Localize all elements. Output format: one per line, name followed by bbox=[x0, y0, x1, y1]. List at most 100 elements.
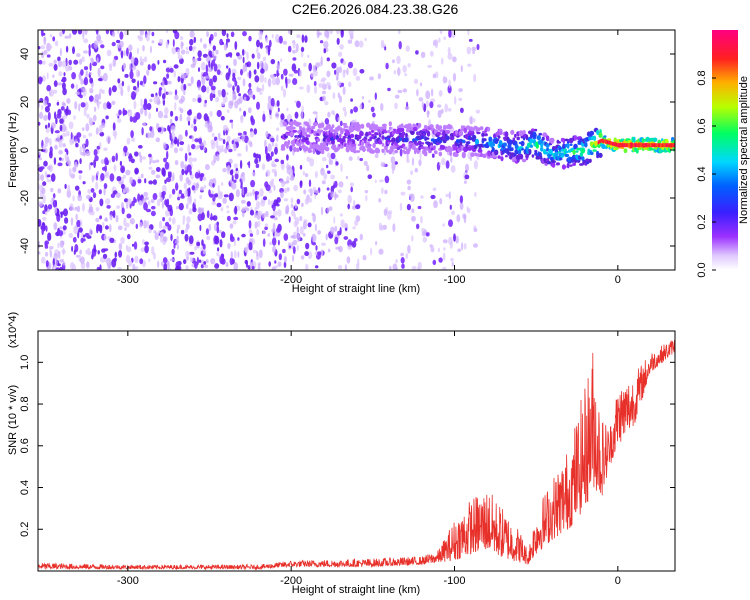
spectrogram-noise-cell bbox=[120, 165, 124, 170]
spectrogram-signal-cell bbox=[299, 125, 303, 130]
spectrogram-signal-cell bbox=[488, 136, 493, 142]
spectrogram-noise-cell bbox=[237, 76, 242, 81]
spectrogram-noise-cell bbox=[256, 250, 259, 257]
spectrogram-noise-cell bbox=[91, 175, 95, 183]
spectrogram-noise-cell bbox=[85, 138, 89, 148]
spectrogram-signal-cell bbox=[404, 137, 409, 143]
spectrogram-noise-cell bbox=[338, 51, 343, 57]
spectrogram-noise-cell bbox=[116, 43, 122, 49]
spectrogram-noise-cell bbox=[315, 112, 318, 121]
spectrogram-noise-cell bbox=[54, 130, 60, 134]
spectrogram-noise-cell bbox=[166, 198, 170, 206]
spectrogram-signal-cell bbox=[503, 142, 507, 147]
spectrogram-signal-cell bbox=[585, 161, 590, 165]
snr-y-multiplier: (x10^4) bbox=[7, 312, 19, 348]
spectrogram-noise-cell bbox=[258, 30, 263, 38]
spectrogram-noise-cell bbox=[212, 183, 215, 188]
spectrogram-noise-cell bbox=[93, 149, 98, 156]
spectrogram-noise-cell bbox=[386, 211, 392, 220]
spectrogram-noise-cell bbox=[210, 85, 216, 91]
spectrogram-noise-cell bbox=[420, 195, 424, 199]
spectrogram-noise-cell bbox=[270, 241, 273, 246]
spectrogram-noise-cell bbox=[156, 198, 161, 207]
spectrogram-noise-cell bbox=[122, 107, 126, 117]
spectrogram-noise-cell bbox=[162, 93, 166, 100]
spectrogram-signal-cell bbox=[544, 151, 549, 155]
spectrogram-noise-cell bbox=[262, 238, 266, 248]
spectrogram-signal-cell bbox=[424, 137, 430, 140]
spectrogram-noise-cell bbox=[39, 166, 45, 170]
spectrogram-noise-cell bbox=[330, 191, 335, 199]
spectrogram-noise-cell bbox=[68, 59, 72, 66]
spectrogram-noise-cell bbox=[53, 222, 58, 231]
spectrogram-noise-cell bbox=[124, 188, 129, 193]
spectrogram-noise-cell bbox=[191, 135, 194, 143]
spectrogram-noise-cell bbox=[472, 50, 475, 55]
spectrogram-signal-core bbox=[670, 143, 673, 148]
spectrogram-noise-cell bbox=[77, 30, 83, 35]
spectrogram-noise-cell bbox=[130, 130, 134, 139]
spectrogram-noise-cell bbox=[42, 144, 46, 150]
spectrogram-noise-cell bbox=[264, 146, 268, 155]
spectrogram-noise-cell bbox=[84, 232, 90, 237]
spectrogram-noise-cell bbox=[169, 258, 175, 262]
spectrogram-noise-cell bbox=[57, 82, 63, 86]
colorbar-gradient bbox=[712, 30, 738, 270]
spectrogram-noise-cell bbox=[425, 100, 429, 108]
spectrogram-noise-cell bbox=[103, 72, 108, 82]
spectrogram-noise-cell bbox=[66, 98, 71, 104]
spectrogram-noise-cell bbox=[88, 132, 93, 137]
spectrogram-noise-cell bbox=[208, 37, 212, 44]
spectrogram-noise-cell bbox=[314, 193, 317, 199]
spectrogram-signal-cell bbox=[382, 125, 387, 130]
spectrogram-signal-cell bbox=[332, 147, 337, 151]
spectrogram-noise-cell bbox=[283, 68, 288, 76]
spectrogram-signal-cell bbox=[528, 148, 532, 155]
spectrogram-noise-cell bbox=[204, 264, 209, 268]
spectrogram-noise-cell bbox=[71, 30, 78, 35]
spectrogram-noise-cell bbox=[174, 136, 178, 145]
spectrogram-signal-cell bbox=[373, 124, 378, 128]
spectrogram-noise-cell bbox=[83, 66, 89, 71]
spectrogram-noise-cell bbox=[99, 88, 104, 94]
spectrogram-noise-cell bbox=[229, 236, 235, 242]
spectrogram-noise-cell bbox=[189, 257, 194, 263]
spectrogram-signal-cell bbox=[510, 147, 514, 152]
spectrogram-noise-cell bbox=[350, 109, 354, 114]
spectrogram-noise-cell bbox=[392, 223, 396, 232]
spectrogram-noise-cell bbox=[103, 234, 107, 241]
spectrogram-signal-cell bbox=[422, 128, 427, 133]
spectrogram-signal-cell bbox=[584, 141, 588, 148]
spectrogram-noise-cell bbox=[47, 102, 51, 107]
spectrogram-noise-cell bbox=[208, 60, 211, 68]
spectrogram-noise-cell bbox=[131, 200, 135, 207]
spectrogram-noise-cell bbox=[302, 220, 307, 230]
spectrogram-noise-cell bbox=[67, 184, 71, 193]
spectrogram-noise-cell bbox=[202, 140, 207, 147]
spectrogram-noise-cell bbox=[184, 189, 188, 198]
spectrogram-noise-cell bbox=[302, 232, 306, 237]
spectrogram-noise-cell bbox=[185, 176, 190, 184]
spectrogram-noise-cell bbox=[53, 157, 57, 165]
spectrogram-noise-cell bbox=[304, 198, 309, 205]
spectrogram-signal-cell bbox=[321, 122, 325, 128]
spectrogram-noise-cell bbox=[180, 108, 184, 114]
spectrogram-signal-cell bbox=[560, 149, 565, 152]
spectrogram-noise-cell bbox=[197, 57, 202, 61]
spectrogram-noise-cell bbox=[339, 44, 344, 50]
spectrogram-noise-cell bbox=[211, 132, 215, 138]
spectrogram-noise-cell bbox=[164, 179, 167, 184]
spectrogram-noise-cell bbox=[45, 124, 48, 129]
spectrogram-noise-cell bbox=[219, 239, 223, 248]
spectrogram-noise-cell bbox=[427, 64, 433, 68]
spectrogram-noise-cell bbox=[180, 49, 186, 55]
spectrogram-noise-cell bbox=[57, 242, 60, 249]
spectrogram-noise-cell bbox=[88, 44, 91, 50]
spectrogram-noise-cell bbox=[304, 173, 309, 178]
spectrogram-noise-cell bbox=[292, 254, 295, 262]
colorbar-tick-label: 0.8 bbox=[696, 70, 708, 85]
spectrogram-signal-core bbox=[621, 143, 623, 148]
spectrogram-noise-cell bbox=[227, 144, 231, 150]
spectrogram-noise-cell bbox=[210, 139, 216, 146]
spectrogram-signal-cell bbox=[349, 126, 355, 132]
